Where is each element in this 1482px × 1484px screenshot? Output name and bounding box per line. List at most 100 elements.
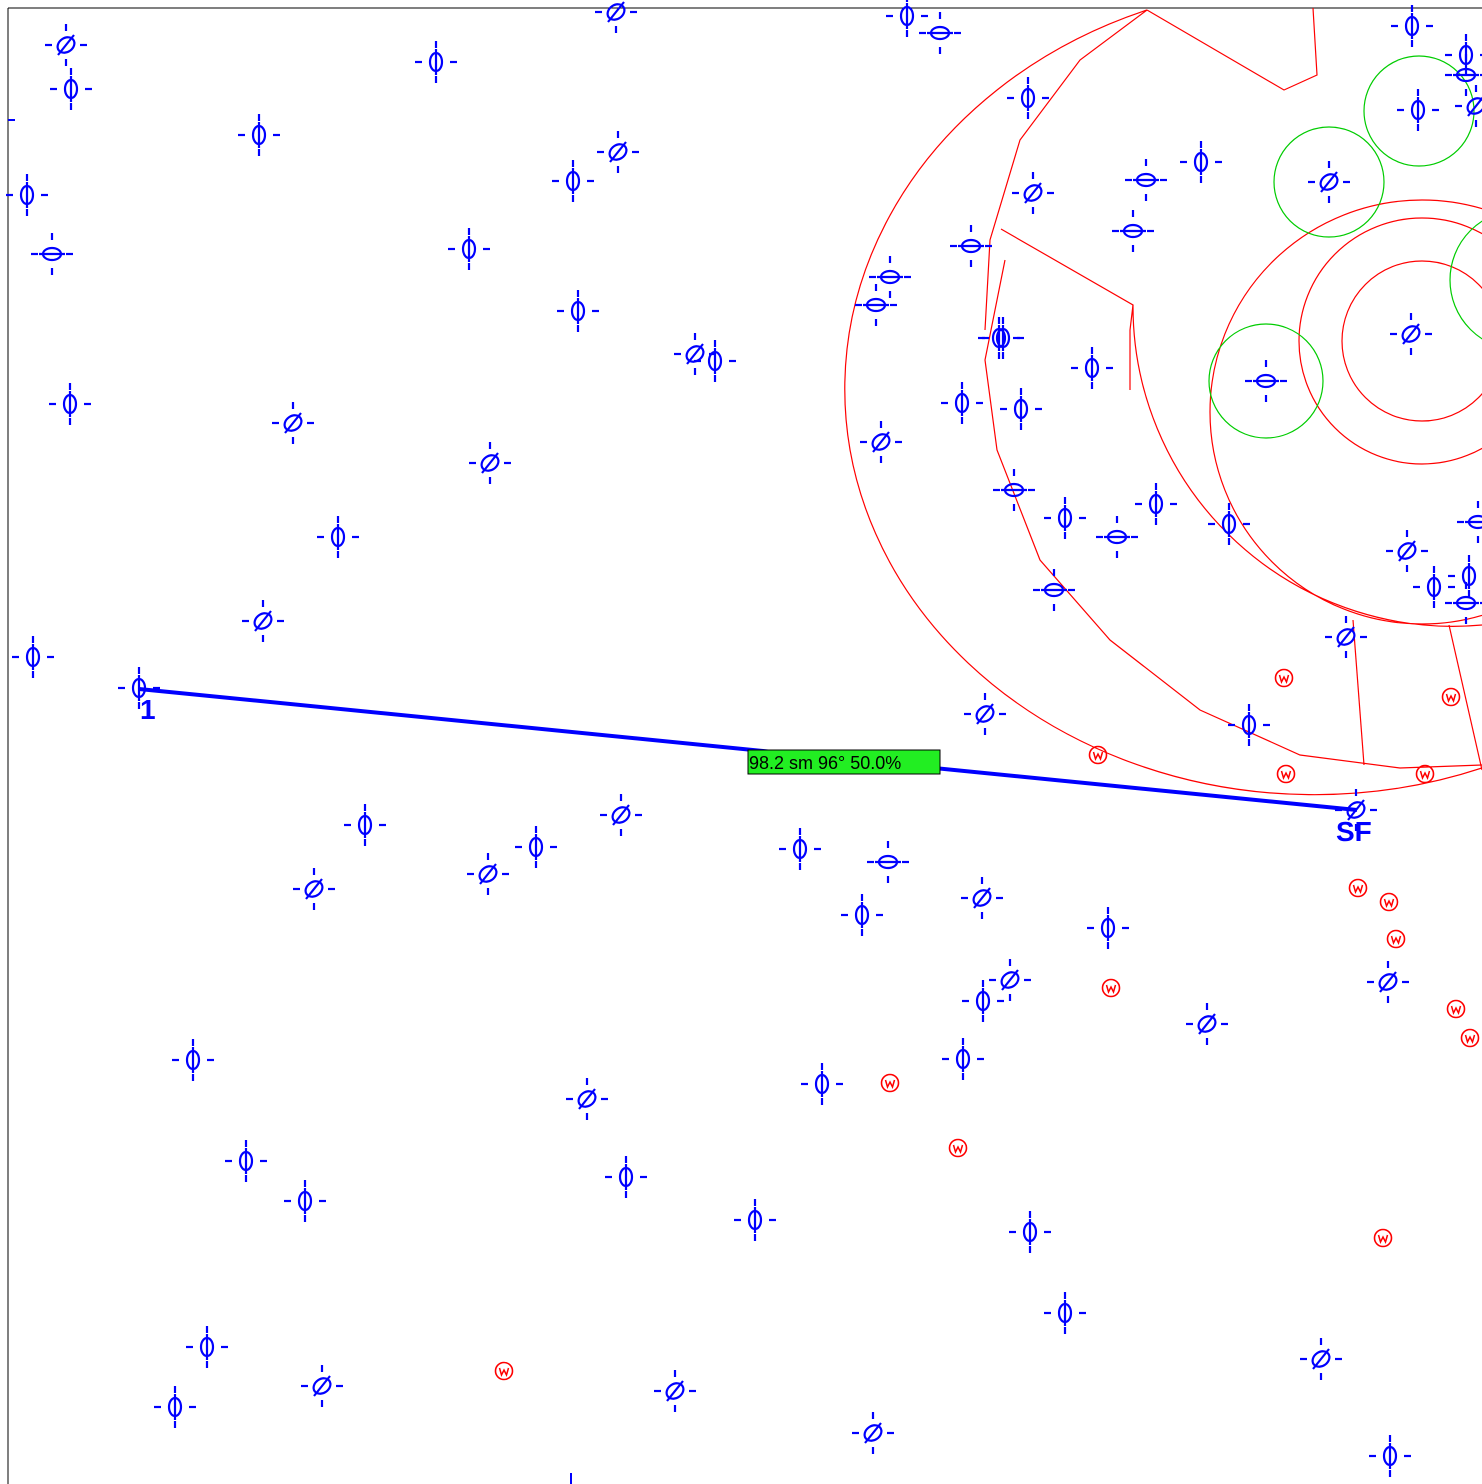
range-circle <box>1273 126 1385 238</box>
vor-station-icon[interactable] <box>1228 704 1270 746</box>
vor-station-icon[interactable] <box>1007 77 1049 119</box>
vor-station-icon[interactable] <box>1413 566 1455 608</box>
vor-station-icon[interactable] <box>1087 907 1129 949</box>
vor-station-icon[interactable] <box>344 804 386 846</box>
vor-station-icon[interactable] <box>1369 1435 1411 1477</box>
vor-station-icon[interactable] <box>654 1370 696 1412</box>
vor-station-icon[interactable] <box>597 131 639 173</box>
vor-station-icon[interactable] <box>801 1063 843 1105</box>
vor-station-icon[interactable] <box>941 382 983 424</box>
vor-station-icon[interactable] <box>6 174 48 216</box>
vor-station-icon[interactable] <box>595 0 637 33</box>
vor-station-icon[interactable] <box>1445 54 1482 96</box>
vor-station-icon[interactable] <box>1135 483 1177 525</box>
vor-station-icon[interactable] <box>1325 616 1367 658</box>
vor-station-icon[interactable] <box>1300 1338 1342 1380</box>
vor-station-icon[interactable] <box>225 1140 267 1182</box>
vor-station-icon[interactable] <box>31 233 73 275</box>
vor-station-icon[interactable] <box>1448 555 1482 597</box>
vor-station-icon[interactable] <box>1245 360 1287 402</box>
vor-station-icon[interactable] <box>50 68 92 110</box>
vor-station-icon[interactable] <box>605 1156 647 1198</box>
vor-station-icon[interactable] <box>172 1039 214 1081</box>
vor-station-icon[interactable] <box>886 0 928 37</box>
vor-station-icon[interactable] <box>12 636 54 678</box>
vor-station-icon[interactable] <box>1391 5 1433 47</box>
vor-station-icon[interactable] <box>1308 161 1350 203</box>
vor-station-icon[interactable] <box>867 841 909 883</box>
vor-station-icon[interactable] <box>1096 516 1138 558</box>
vor-station-icon[interactable] <box>1071 347 1113 389</box>
vor-station-icon[interactable] <box>694 340 736 382</box>
vor-station-icon[interactable] <box>415 41 457 83</box>
vor-station-icon[interactable] <box>993 469 1035 511</box>
airspace-sector-lines <box>844 7 1482 796</box>
vor-station-icon[interactable] <box>942 1038 984 1080</box>
sector-line <box>1352 619 1365 766</box>
vor-station-icon[interactable] <box>852 1412 894 1454</box>
sector-line <box>1146 7 1318 91</box>
vor-station-icon[interactable] <box>1033 569 1075 611</box>
vor-station-icon[interactable] <box>989 959 1031 1001</box>
vor-station-icon[interactable] <box>1186 1003 1228 1045</box>
vor-station-icon[interactable] <box>242 600 284 642</box>
vor-station-icon[interactable] <box>566 1078 608 1120</box>
vor-station-icon[interactable] <box>964 693 1006 735</box>
vor-station-icon[interactable] <box>869 256 911 298</box>
vor-station-icon[interactable] <box>1000 388 1042 430</box>
vor-station-icon[interactable] <box>600 794 642 836</box>
vor-station-icon[interactable] <box>734 1199 776 1241</box>
vor-station-icon[interactable] <box>1180 141 1222 183</box>
vor-station-icon[interactable] <box>469 442 511 484</box>
vor-station-icon[interactable] <box>1044 1292 1086 1334</box>
vor-station-icon[interactable] <box>1397 89 1439 131</box>
vor-station-icon[interactable] <box>118 667 160 709</box>
vor-station-icon[interactable] <box>467 853 509 895</box>
vor-station-icon[interactable] <box>515 826 557 868</box>
sector-inner-arc <box>1132 304 1482 627</box>
vor-station-icon[interactable] <box>1044 497 1086 539</box>
warning-marker-icon <box>1460 1028 1480 1048</box>
vor-station-icon[interactable] <box>293 868 335 910</box>
warning-marker-icon <box>1386 929 1406 949</box>
vor-station-icon[interactable] <box>962 980 1004 1022</box>
vor-station-icon[interactable] <box>552 160 594 202</box>
route-leg[interactable]: 1 SF 98.2 sm 96° 50.0% <box>138 687 1372 847</box>
vor-station-icon[interactable] <box>1457 501 1482 543</box>
vor-station-icon[interactable] <box>45 24 87 66</box>
vor-station-icon[interactable] <box>301 1365 343 1407</box>
vor-station-icon[interactable] <box>860 421 902 463</box>
vor-station-icon[interactable] <box>1112 210 1154 252</box>
vor-station-icon[interactable] <box>238 114 280 156</box>
warning-marker-icon <box>1446 999 1466 1019</box>
warning-marker-icon <box>948 1138 968 1158</box>
vor-station-icon[interactable] <box>272 402 314 444</box>
vor-station-icon[interactable] <box>448 228 490 270</box>
vor-station-icon[interactable] <box>154 1386 196 1428</box>
vor-station-icon[interactable] <box>1386 530 1428 572</box>
vor-station-icon[interactable] <box>961 877 1003 919</box>
vor-station-icon[interactable] <box>1455 85 1482 127</box>
vor-station-icon[interactable] <box>674 333 716 375</box>
vor-station-icon[interactable] <box>1125 159 1167 201</box>
vor-station-icon[interactable] <box>855 284 897 326</box>
vor-station-icon[interactable] <box>284 1180 326 1222</box>
vor-station-icon[interactable] <box>841 894 883 936</box>
vor-station-icon[interactable] <box>1009 1211 1051 1253</box>
vor-station-icon[interactable] <box>1367 961 1409 1003</box>
vor-station-icon[interactable] <box>1390 313 1432 355</box>
vor-station-icon[interactable] <box>919 12 961 54</box>
vor-station-icon[interactable] <box>1208 503 1250 545</box>
vor-station-icon[interactable] <box>557 290 599 332</box>
vor-station-icon[interactable] <box>317 516 359 558</box>
warning-marker-icon <box>1348 878 1368 898</box>
vor-station-icon[interactable] <box>779 828 821 870</box>
vor-station-icon[interactable] <box>950 225 992 267</box>
vor-station-icon[interactable] <box>1445 582 1482 624</box>
vor-station-icon[interactable] <box>49 383 91 425</box>
vor-station-icon[interactable] <box>186 1326 228 1368</box>
vor-station-icon[interactable] <box>982 317 1024 359</box>
range-circle <box>1449 220 1482 340</box>
vor-station-icon[interactable] <box>1012 172 1054 214</box>
